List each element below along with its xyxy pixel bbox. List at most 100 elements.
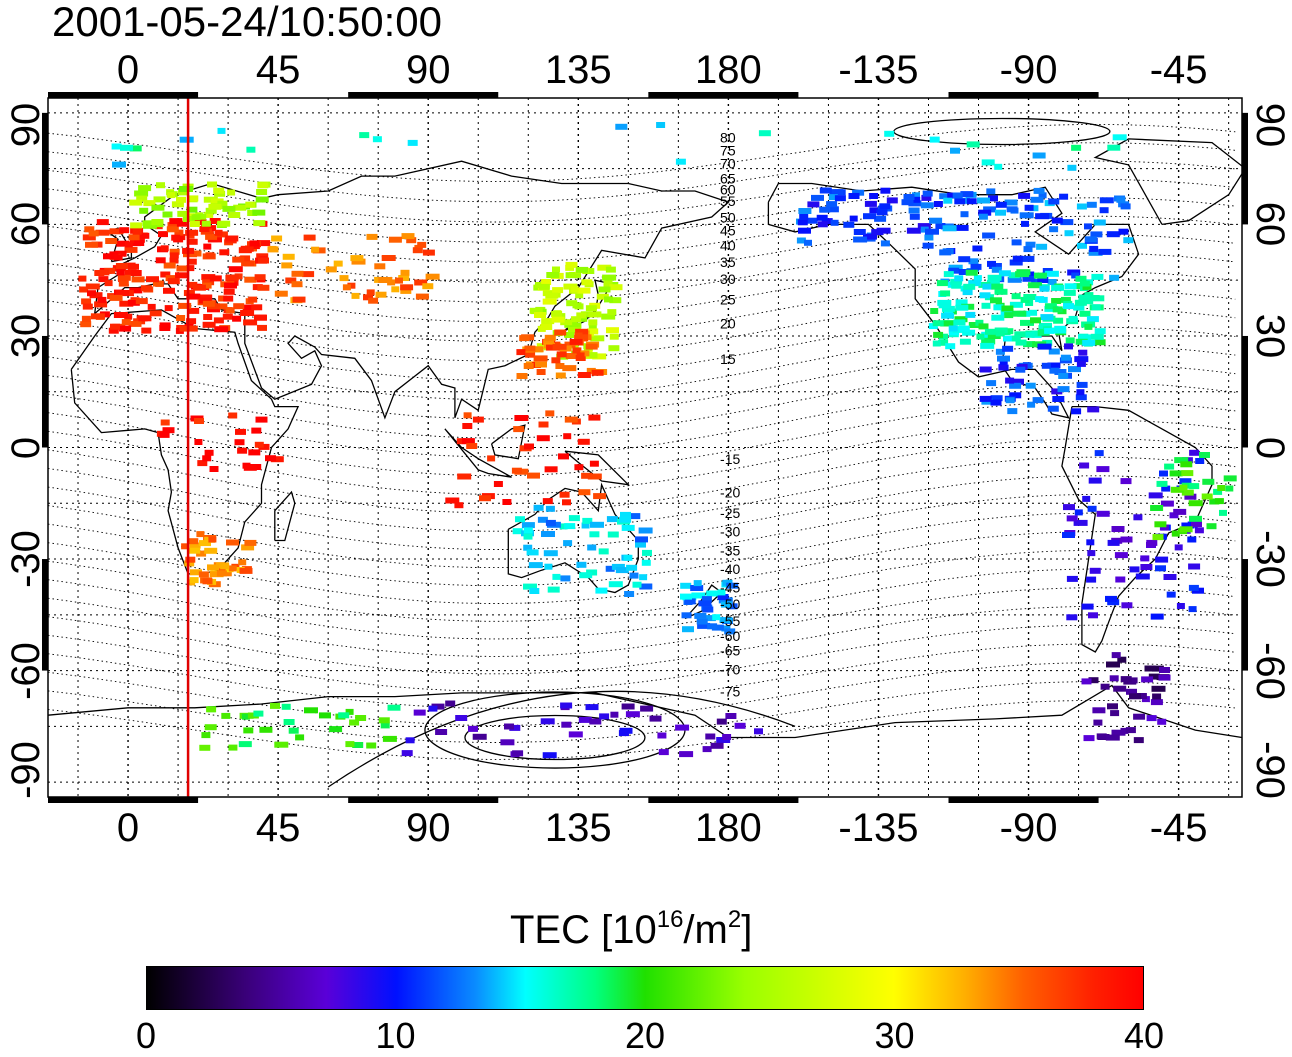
mlat-label: -40 [720, 561, 740, 577]
tec-point [564, 332, 575, 338]
tec-point [202, 321, 216, 328]
tec-point [121, 319, 131, 326]
tec-point [217, 200, 228, 207]
tec-point [1163, 574, 1177, 580]
tec-point [605, 266, 616, 273]
tec-point [1021, 220, 1029, 227]
tec-point [1202, 478, 1215, 485]
tec-point [167, 278, 180, 285]
tec-point [607, 531, 619, 538]
tec-point [1113, 685, 1127, 692]
tec-point [917, 223, 931, 230]
tec-point [1007, 408, 1018, 415]
tec-point [185, 556, 196, 563]
tec-point [598, 286, 611, 293]
tec-point [1091, 304, 1101, 311]
tec-point [658, 749, 669, 756]
tec-point [1187, 536, 1197, 543]
south-pole-contour [327, 690, 796, 788]
tec-point [1112, 134, 1127, 141]
coastline [274, 490, 296, 542]
tec-point [191, 214, 201, 221]
tec-point [1154, 521, 1167, 528]
tec-point [536, 369, 546, 375]
tec-point [1060, 219, 1074, 226]
tec-point [1073, 519, 1088, 526]
tec-point [1129, 693, 1141, 700]
tec-point [1188, 606, 1197, 613]
tec-point [192, 284, 206, 291]
tec-point [183, 251, 197, 258]
tec-point [796, 237, 806, 244]
tec-point [187, 281, 198, 288]
tec-point [952, 326, 964, 333]
tec-point [954, 198, 966, 205]
frame-segment [1242, 559, 1248, 671]
tec-point [187, 325, 198, 332]
tec-point [1094, 450, 1104, 457]
tec-point [1041, 362, 1051, 369]
tec-point [954, 316, 968, 323]
tec-point [864, 200, 877, 207]
coastline [490, 424, 526, 460]
tec-point [109, 251, 119, 258]
tec-point [966, 198, 977, 205]
tec-point [935, 223, 946, 229]
tec-point [526, 549, 539, 556]
tec-point [991, 283, 1004, 290]
tec-point [1044, 270, 1059, 277]
tec-point [412, 247, 423, 254]
top-lon-tick-label: 0 [116, 48, 140, 92]
tec-point [680, 593, 692, 600]
tec-point [524, 345, 536, 352]
tec-point [288, 727, 299, 734]
tec-point [303, 234, 316, 241]
tec-point [1090, 231, 1103, 238]
tec-point [108, 327, 119, 334]
tec-point [1076, 381, 1088, 388]
tec-point [589, 460, 599, 467]
tec-point [1219, 509, 1227, 516]
tec-point [342, 284, 351, 291]
tec-point [976, 333, 985, 340]
tec-point [1009, 259, 1023, 266]
tec-point [387, 704, 401, 711]
tec-point [572, 347, 582, 354]
tec-point [207, 564, 219, 571]
tec-point [1076, 389, 1085, 396]
tec-point [1037, 343, 1052, 350]
tec-point [88, 230, 99, 237]
tec-point [1048, 198, 1060, 205]
frame-segment [648, 92, 799, 98]
tec-point [921, 194, 932, 201]
tec-point [639, 574, 648, 581]
colorbar-tick-label: 10 [375, 1015, 416, 1056]
tec-point [621, 524, 635, 531]
tec-point [162, 427, 175, 434]
tec-point [993, 304, 1004, 311]
tec-point [541, 531, 555, 537]
tec-point [955, 299, 968, 306]
tec-point [1111, 652, 1121, 659]
tec-point [945, 343, 956, 350]
tec-point [187, 195, 199, 202]
tec-point [213, 187, 225, 194]
tec-point [564, 416, 578, 423]
tec-point [1053, 317, 1064, 324]
tec-point [270, 702, 280, 709]
tec-point [1105, 734, 1120, 741]
tec-point [302, 271, 315, 278]
tec-point [228, 412, 238, 419]
tec-point [1188, 500, 1203, 507]
tec-point [874, 215, 887, 222]
tec-point [1128, 677, 1138, 684]
tec-point [1079, 462, 1090, 469]
tec-point [1148, 492, 1163, 499]
south-pole-contour [464, 714, 646, 761]
tec-point [119, 300, 134, 307]
tec-point [203, 243, 212, 250]
tec-point [116, 240, 130, 247]
tec-point [1008, 272, 1020, 279]
top-lon-tick-label: 180 [695, 48, 762, 92]
tec-point [579, 572, 593, 579]
